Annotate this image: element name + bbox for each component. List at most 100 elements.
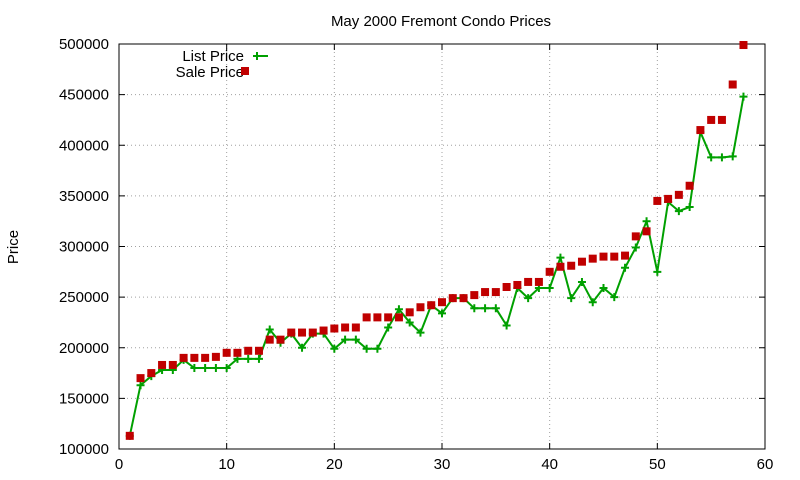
- sale-price-point: [631, 232, 640, 241]
- y-tick-label: 500000: [59, 36, 109, 53]
- sale-price-point: [351, 323, 360, 332]
- y-axis-label: Price: [5, 230, 22, 264]
- sale-price-point: [233, 348, 242, 357]
- legend-label-list-price: List Price: [182, 48, 244, 65]
- sale-price-point: [373, 313, 382, 322]
- list-price-point: [438, 309, 446, 318]
- list-price-point: [599, 284, 608, 293]
- tick-labels: 100000 150000 200000 250000 300000 350000 4000…: [59, 36, 773, 473]
- list-price-point: [416, 328, 425, 337]
- sale-price-point: [384, 313, 393, 322]
- list-price-point: [524, 294, 533, 303]
- sale-price-point: [545, 267, 554, 276]
- y-tick-label: 300000: [59, 239, 109, 256]
- sale-price-point: [556, 262, 565, 271]
- list-price-point: [739, 92, 748, 101]
- y-tick-label: 250000: [59, 289, 109, 306]
- list-price-point: [728, 152, 737, 161]
- list-price-point: [351, 335, 360, 344]
- list-price-point: [610, 293, 619, 302]
- x-tick-label: 10: [218, 456, 235, 473]
- list-price-point: [491, 304, 500, 313]
- sale-price-point: [244, 346, 253, 355]
- sale-price-point: [739, 41, 748, 50]
- sale-price-point: [470, 291, 479, 300]
- x-tick-label: 60: [757, 456, 774, 473]
- sale-price-point: [211, 352, 220, 361]
- sale-price-point: [416, 303, 425, 312]
- sale-price-point: [254, 346, 263, 355]
- sale-price-point: [201, 353, 210, 362]
- sale-price-point: [534, 277, 543, 286]
- sale-price-point: [664, 194, 673, 203]
- x-tick-label: 50: [649, 456, 666, 473]
- sale-price-point: [362, 313, 371, 322]
- list-price-point: [222, 364, 231, 372]
- list-price-point: [631, 243, 640, 252]
- list-price-point: [136, 381, 145, 390]
- x-tick-label: 0: [115, 456, 123, 473]
- sale-price-point: [287, 328, 296, 337]
- list-price-point: [577, 277, 586, 286]
- y-tick-label: 100000: [59, 441, 109, 458]
- list-price-point: [545, 284, 554, 293]
- series-line-list-price: [128, 96, 745, 437]
- y-tick-label: 200000: [59, 340, 109, 357]
- sale-price-point: [610, 252, 619, 261]
- y-tick-label: 400000: [59, 137, 109, 154]
- sale-price-point: [341, 323, 350, 332]
- sale-price-point: [168, 360, 177, 369]
- sale-price-point: [298, 328, 307, 337]
- series: [125, 41, 748, 440]
- list-price-point: [201, 364, 210, 372]
- list-price-point: [674, 207, 683, 216]
- sale-price-point: [524, 277, 533, 286]
- sale-price-point: [308, 328, 317, 337]
- list-price-point: [244, 354, 253, 363]
- list-price-point: [394, 305, 403, 314]
- list-price-point: [211, 364, 220, 372]
- chart-title: May 2000 Fremont Condo Prices: [331, 13, 551, 30]
- y-tick-label: 450000: [59, 87, 109, 104]
- sale-price-point: [319, 326, 328, 335]
- sale-price-point: [588, 254, 597, 263]
- grid: [119, 44, 765, 449]
- y-tick-label: 350000: [59, 188, 109, 205]
- sale-price-point: [405, 308, 414, 317]
- sale-price-point: [728, 80, 737, 89]
- sale-price-point: [330, 324, 339, 333]
- legend-swatch-sale-price: [241, 67, 249, 75]
- list-price-point: [707, 153, 716, 162]
- sale-price-point: [459, 294, 468, 303]
- sale-price-point: [502, 283, 511, 291]
- sale-price-point: [125, 431, 134, 440]
- list-price-point: [685, 203, 694, 212]
- list-price-point: [502, 321, 511, 330]
- sale-price-point: [491, 288, 500, 297]
- y-tick-label: 150000: [59, 390, 109, 407]
- x-tick-label: 20: [326, 456, 343, 473]
- sale-price-point: [222, 348, 231, 357]
- sale-price-point: [394, 313, 403, 322]
- list-price-point: [717, 153, 726, 162]
- sale-price-point: [707, 115, 716, 124]
- list-price-point: [642, 217, 651, 226]
- list-price-point: [384, 323, 393, 332]
- list-price-point: [556, 253, 565, 262]
- sale-price-point: [136, 374, 145, 383]
- sale-price-point: [179, 353, 188, 362]
- sale-price-point: [599, 252, 608, 261]
- list-price-point: [567, 294, 576, 303]
- sale-price-point: [674, 190, 683, 199]
- sale-price-point: [438, 298, 446, 307]
- sale-price-point: [621, 251, 630, 260]
- legend-label-sale-price: Sale Price: [176, 64, 244, 81]
- sale-price-point: [190, 353, 199, 362]
- sale-price-point: [265, 335, 274, 344]
- list-price-point: [405, 318, 414, 327]
- sale-price-point: [696, 126, 705, 135]
- x-tick-label: 30: [434, 456, 451, 473]
- sale-price-point: [448, 294, 457, 303]
